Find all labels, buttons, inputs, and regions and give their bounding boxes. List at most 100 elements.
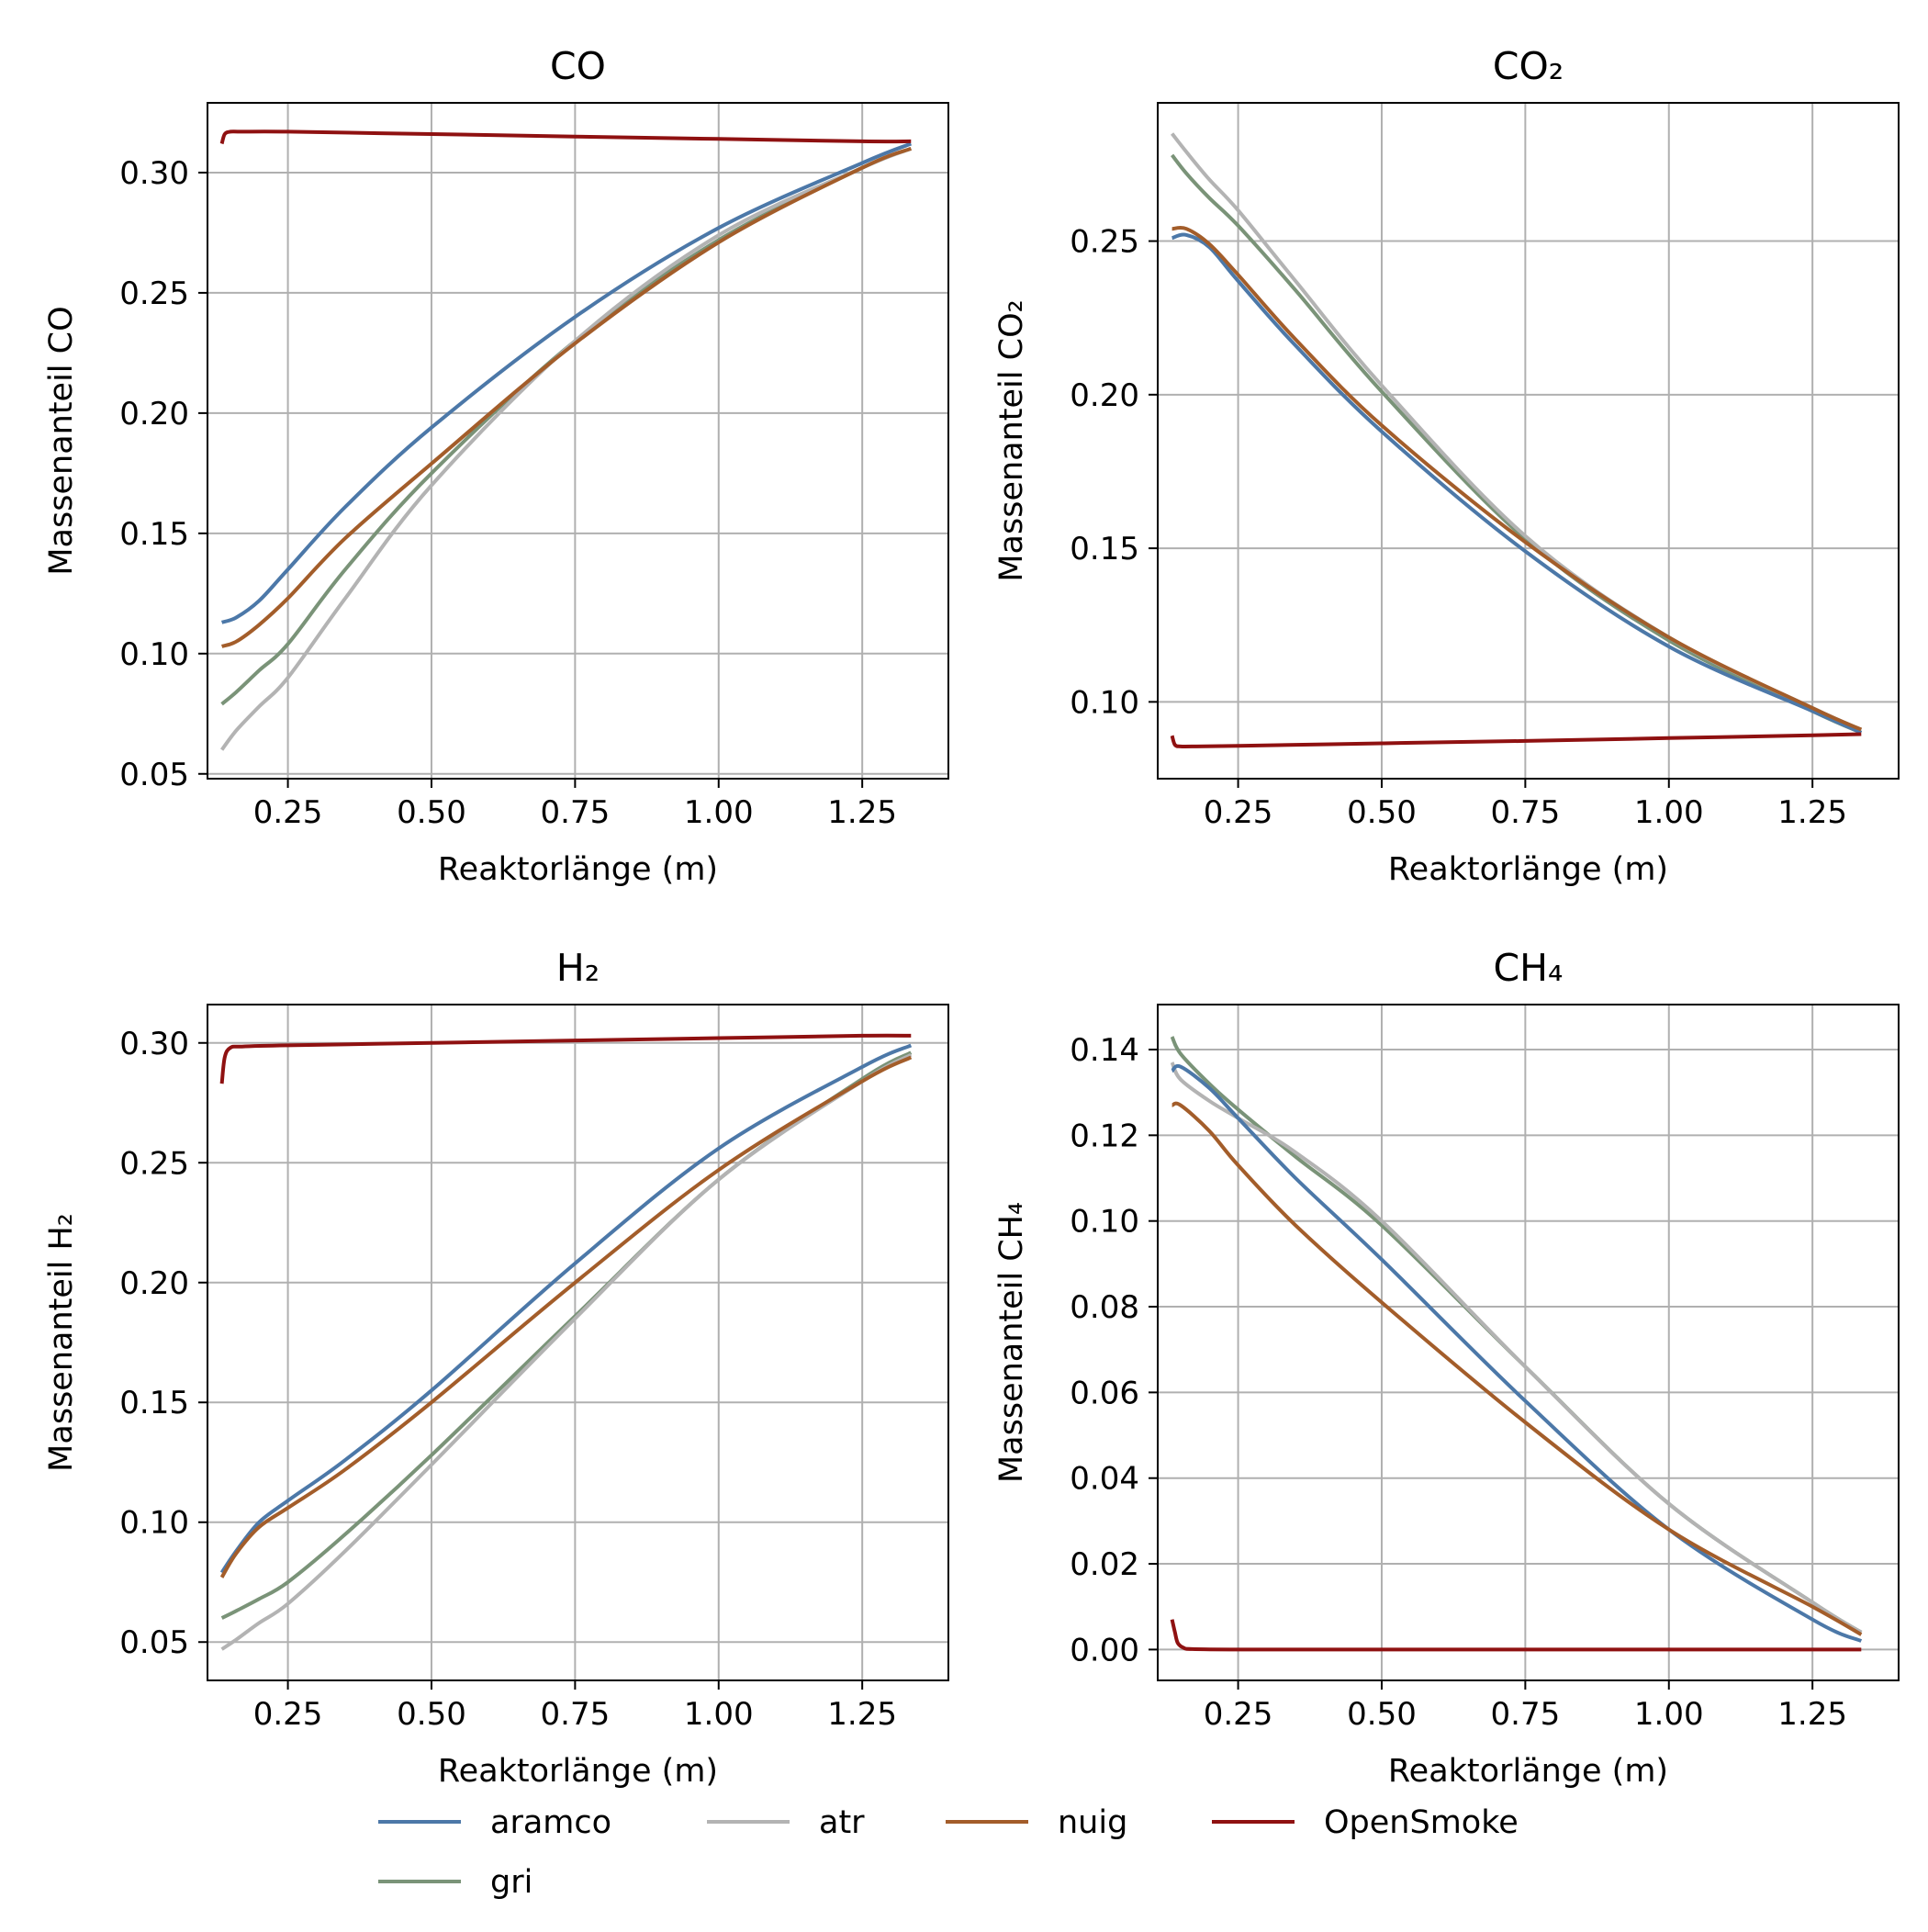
series-line-nuig [221,146,913,648]
x-axis-label: Reaktorlänge (m) [1388,1753,1668,1790]
series-line-atr [220,1053,913,1651]
subplot-title: CO [550,44,606,88]
subplot-co: 0.25 0.50 0.75 1.00 1.25 0.05 0.10 0.15 0.20 0.25… [43,44,949,888]
x-axis-label: Reaktorlänge (m) [438,851,718,888]
y-tick-label: 0.08 [1070,1289,1139,1326]
grid [207,1005,948,1680]
y-tick-label: 0.10 [1070,1204,1139,1241]
subplot-h2: 0.25 0.50 0.75 1.00 1.25 0.05 0.10 0.15 0.20 0.25… [43,946,949,1790]
x-tick-label: 0.75 [541,794,611,831]
axes-frame [207,102,949,780]
y-tick-label: 0.20 [1070,377,1139,414]
legend-label: atr [819,1804,865,1841]
y-tick-label: 0.04 [1070,1461,1139,1498]
x-tick-label: 0.50 [1347,794,1417,831]
series-line-atr [219,146,913,751]
legend-entry-atr: atr [707,1804,865,1841]
x-axis-label: Reaktorlänge (m) [1388,851,1668,888]
plot-area [207,1005,948,1680]
grid [1158,1005,1899,1680]
legend-entry-gri: gri [378,1864,532,1901]
y-tick-label: 0.20 [119,396,189,432]
y-axis-label: Massenanteil CH₄ [993,1202,1030,1483]
x-tick-label: 0.50 [1347,1696,1417,1733]
x-tick-label: 0.25 [253,794,323,831]
y-axis-label: Massenanteil H₂ [43,1213,80,1472]
series-line-nuig [1171,1101,1863,1636]
subplot-co2: 0.25 0.50 0.75 1.00 1.25 0.10 0.15 0.20 0.25 CO₂ R… [993,44,1900,888]
y-tick-label: 0.05 [119,1624,189,1661]
series-line-aramco [1171,1063,1863,1643]
series-group [219,129,913,751]
x-tick-label: 0.25 [1204,794,1273,831]
x-tick-label: 0.50 [397,794,466,831]
axes-frame [207,1004,949,1681]
series-line-aramco [220,141,913,624]
grid [207,103,948,779]
x-tick-label: 1.00 [1634,1696,1704,1733]
series-line-opensmoke [219,129,912,145]
legend-entry-opensmoke: OpenSmoke [1212,1804,1519,1841]
subplot-title: CO₂ [1493,44,1564,88]
series-group [1170,1036,1863,1652]
y-tick-label: 0.15 [119,516,189,553]
series-line-opensmoke [219,1033,912,1084]
y-tick-label: 0.25 [1070,224,1139,261]
y-tick-label: 0.12 [1070,1118,1139,1154]
y-tick-label: 0.15 [1070,531,1139,567]
x-tick-label: 0.25 [253,1696,323,1733]
y-tick-label: 0.25 [119,275,189,312]
grid [1158,103,1899,779]
y-tick-label: 0.05 [119,757,189,793]
series-group [219,1033,913,1651]
series-line-gri [1171,153,1863,735]
y-tick-label: 0.30 [119,155,189,192]
series-line-atr [1170,1061,1863,1634]
x-tick-label: 1.00 [1634,794,1704,831]
legend-entry-nuig: nuig [946,1804,1127,1841]
series-line-aramco [1171,232,1863,735]
plot-area [207,103,948,779]
y-tick-label: 0.06 [1070,1375,1139,1411]
x-tick-label: 1.00 [684,794,754,831]
y-axis-label: Massenanteil CO [43,306,80,575]
x-tick-label: 0.50 [397,1696,466,1733]
y-tick-label: 0.20 [119,1265,189,1302]
legend-entry-aramco: aramco [378,1804,611,1841]
legend-label: OpenSmoke [1324,1804,1519,1841]
axes-frame [1157,102,1900,780]
plot-area [1158,1005,1899,1680]
y-tick-label: 0.10 [119,1505,189,1542]
legend-label: nuig [1058,1804,1127,1841]
y-tick-label: 0.00 [1070,1632,1139,1668]
series-line-opensmoke [1170,1619,1862,1652]
x-tick-label: 1.00 [684,1696,754,1733]
x-tick-label: 1.25 [827,1696,897,1733]
y-axis-label: Massenanteil CO₂ [993,299,1030,581]
series-line-aramco [219,1043,913,1574]
axes-frame [1157,1004,1900,1681]
y-tick-label: 0.14 [1070,1032,1139,1069]
x-tick-label: 1.25 [827,794,897,831]
x-tick-label: 0.75 [1491,1696,1561,1733]
legend-label: gri [490,1864,532,1901]
subplot-title: CH₄ [1494,946,1564,990]
y-tick-label: 0.15 [119,1385,189,1421]
x-tick-label: 1.25 [1777,1696,1847,1733]
plot-area [1158,103,1899,779]
legend: aramco atr nuig OpenSmoke gri [378,1804,1519,1901]
series-line-nuig [219,1055,913,1578]
series-line-opensmoke [1170,732,1862,749]
series-line-nuig [1171,225,1863,732]
x-tick-label: 0.75 [541,1696,611,1733]
subplot-grid: 0.25 0.50 0.75 1.00 1.25 0.05 0.10 0.15 0.20 0.25… [43,44,1900,1790]
x-tick-label: 0.75 [1491,794,1561,831]
y-tick-label: 0.25 [119,1145,189,1182]
x-tick-label: 1.25 [1777,794,1847,831]
series-group [1170,132,1863,749]
y-tick-label: 0.02 [1070,1546,1139,1583]
x-tick-label: 0.25 [1204,1696,1273,1733]
y-tick-label: 0.10 [119,636,189,673]
